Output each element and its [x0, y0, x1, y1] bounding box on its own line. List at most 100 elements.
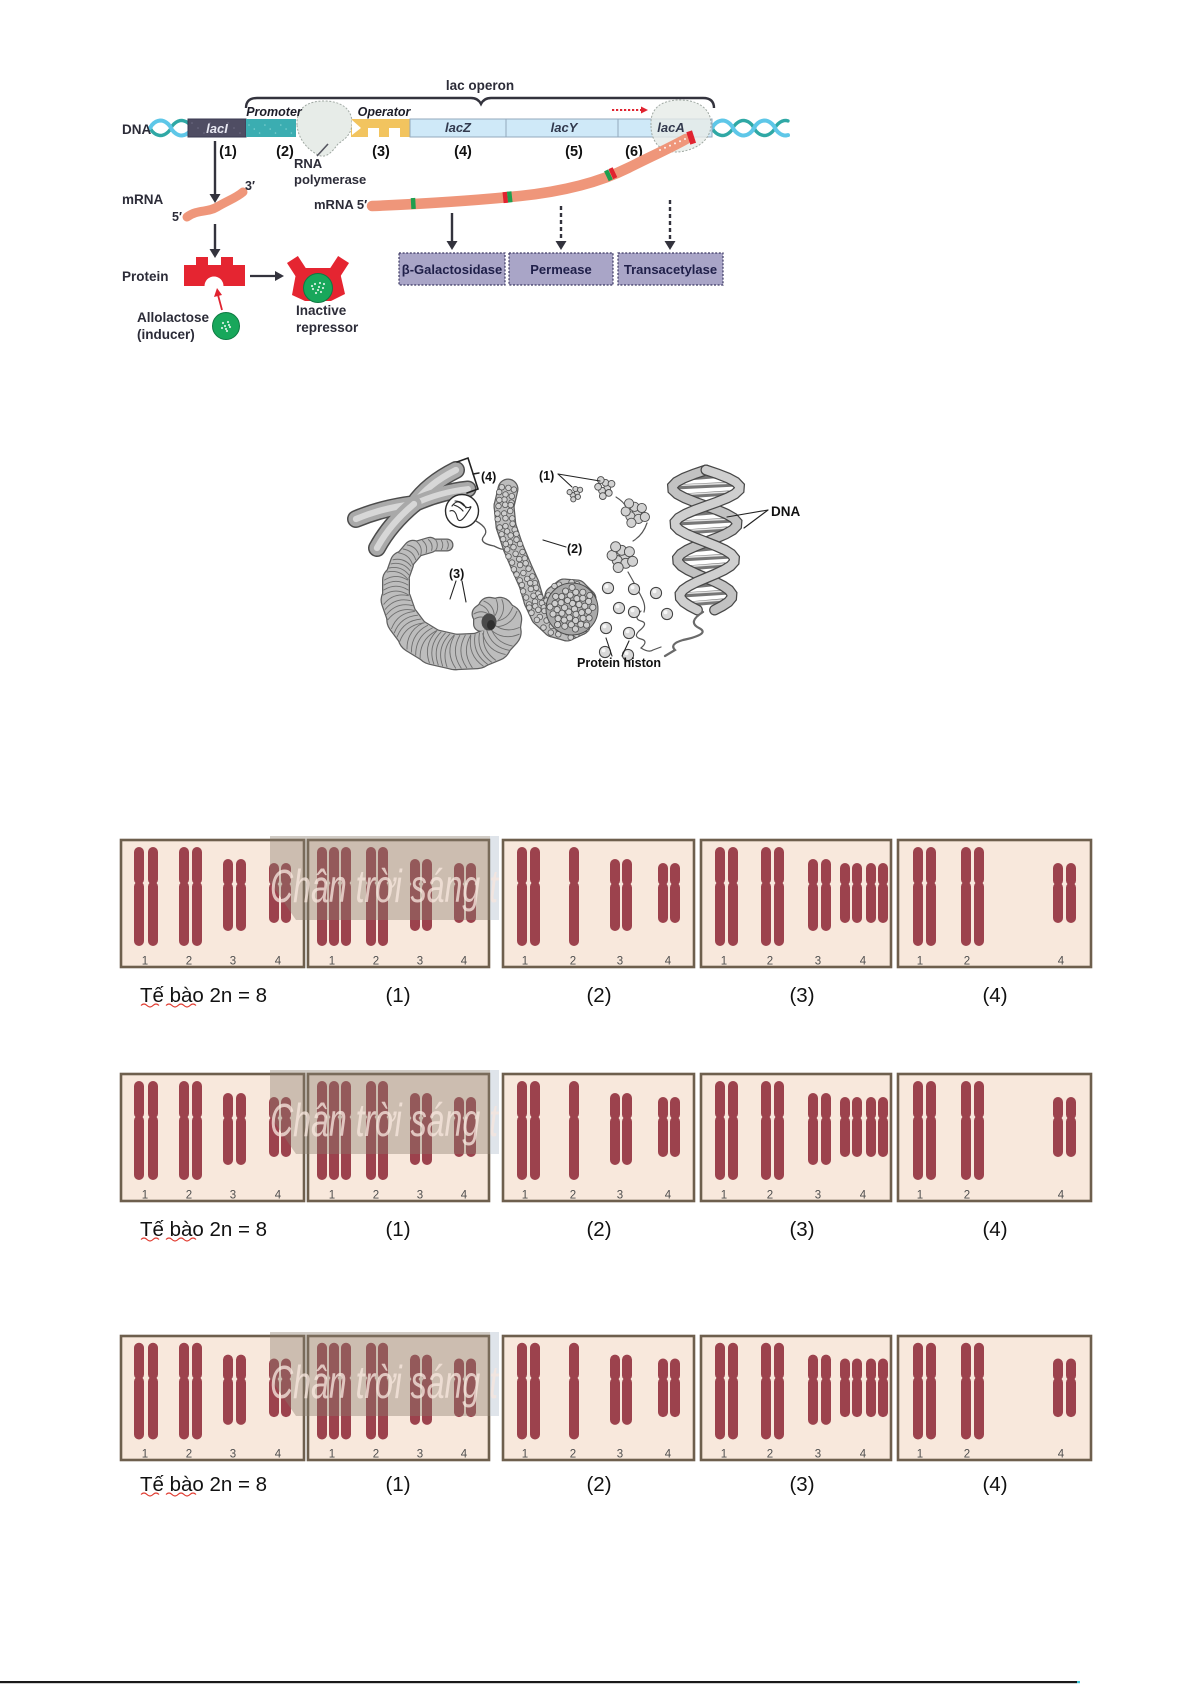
svg-text:3: 3 [815, 1449, 821, 1461]
svg-text:DNA: DNA [771, 504, 800, 519]
svg-text:(2): (2) [586, 1473, 611, 1496]
svg-text:4: 4 [860, 956, 867, 968]
svg-text:Permease: Permease [530, 262, 591, 277]
svg-text:3: 3 [417, 956, 423, 968]
svg-text:Inactive: Inactive [296, 303, 347, 318]
svg-text:(3): (3) [372, 144, 390, 160]
svg-text:(4): (4) [982, 984, 1007, 1007]
svg-text:(3): (3) [789, 1218, 814, 1241]
svg-text:repressor: repressor [296, 320, 359, 335]
svg-text:(4): (4) [982, 1218, 1007, 1241]
svg-text:2: 2 [767, 1190, 773, 1202]
svg-text:2: 2 [186, 1190, 192, 1202]
svg-text:5′: 5′ [172, 210, 182, 224]
svg-text:4: 4 [461, 1449, 468, 1461]
svg-text:3: 3 [417, 1449, 423, 1461]
svg-text:4: 4 [461, 1190, 468, 1202]
svg-text:4: 4 [860, 1449, 867, 1461]
svg-text:4: 4 [275, 1190, 282, 1202]
svg-text:Operator: Operator [358, 105, 412, 119]
svg-text:Protein histon: Protein histon [577, 656, 661, 670]
svg-text:Tế bào 2n = 8: Tế bào 2n = 8 [140, 984, 267, 1007]
svg-text:(1): (1) [385, 984, 410, 1007]
svg-text:Protein: Protein [122, 269, 169, 284]
svg-text:3: 3 [617, 956, 623, 968]
svg-text:1: 1 [917, 1190, 923, 1202]
svg-text:2: 2 [570, 1449, 576, 1461]
svg-text:(2): (2) [567, 542, 582, 556]
svg-text:1: 1 [142, 956, 148, 968]
svg-text:1: 1 [522, 1190, 528, 1202]
svg-text:lacI: lacI [206, 121, 228, 136]
svg-text:1: 1 [329, 1190, 335, 1202]
svg-text:(6): (6) [625, 144, 643, 160]
svg-text:4: 4 [275, 1449, 282, 1461]
svg-text:4: 4 [860, 1190, 867, 1202]
svg-text:1: 1 [721, 1449, 727, 1461]
svg-text:(1): (1) [385, 1218, 410, 1241]
svg-text:4: 4 [275, 956, 282, 968]
svg-text:(2): (2) [586, 1218, 611, 1241]
svg-text:2: 2 [186, 1449, 192, 1461]
svg-text:lacA: lacA [657, 120, 684, 135]
svg-text:2: 2 [570, 1190, 576, 1202]
svg-text:lacY: lacY [551, 120, 579, 135]
svg-text:3: 3 [617, 1449, 623, 1461]
svg-text:1: 1 [522, 1449, 528, 1461]
svg-text:mRNA: mRNA [122, 192, 164, 207]
svg-text:(5): (5) [565, 144, 583, 160]
svg-text:4: 4 [1058, 956, 1065, 968]
svg-text:2: 2 [373, 1449, 379, 1461]
svg-text:DNA: DNA [122, 122, 151, 137]
svg-text:4: 4 [665, 1449, 672, 1461]
svg-text:2: 2 [964, 956, 970, 968]
svg-text:2: 2 [373, 956, 379, 968]
svg-text:lacZ: lacZ [445, 120, 472, 135]
svg-text:3: 3 [230, 1449, 236, 1461]
svg-text:2: 2 [964, 1190, 970, 1202]
svg-text:1: 1 [721, 1190, 727, 1202]
svg-text:3: 3 [417, 1190, 423, 1202]
svg-text:Chân trời sáng t: Chân trời sáng t [270, 1356, 500, 1408]
svg-text:(4): (4) [481, 470, 496, 484]
svg-text:2: 2 [570, 956, 576, 968]
svg-text:(3): (3) [449, 567, 464, 581]
svg-text:2: 2 [964, 1449, 970, 1461]
svg-text:3: 3 [815, 956, 821, 968]
svg-text:4: 4 [461, 956, 468, 968]
svg-text:2: 2 [767, 956, 773, 968]
svg-text:(inducer): (inducer) [137, 327, 195, 342]
svg-text:3: 3 [617, 1190, 623, 1202]
svg-text:(1): (1) [539, 469, 554, 483]
svg-text:(1): (1) [385, 1473, 410, 1496]
svg-text:1: 1 [721, 956, 727, 968]
svg-text:3: 3 [815, 1190, 821, 1202]
svg-text:2: 2 [767, 1449, 773, 1461]
svg-text:(4): (4) [982, 1473, 1007, 1496]
svg-text:2: 2 [373, 1190, 379, 1202]
svg-text:Transacetylase: Transacetylase [624, 262, 717, 277]
svg-text:4: 4 [665, 956, 672, 968]
svg-text:3: 3 [230, 1190, 236, 1202]
svg-text:Tế bào 2n = 8: Tế bào 2n = 8 [140, 1218, 267, 1241]
svg-text:Promoter: Promoter [246, 105, 303, 119]
svg-text:1: 1 [142, 1190, 148, 1202]
svg-text:(2): (2) [276, 144, 294, 160]
svg-text:1: 1 [522, 956, 528, 968]
svg-text:Allolactose: Allolactose [137, 310, 210, 325]
svg-text:(3): (3) [789, 1473, 814, 1496]
svg-text:Tế bào 2n = 8: Tế bào 2n = 8 [140, 1473, 267, 1496]
svg-text:4: 4 [1058, 1449, 1065, 1461]
svg-text:(1): (1) [219, 144, 237, 160]
svg-text:3′: 3′ [245, 179, 255, 193]
svg-text:polymerase: polymerase [294, 172, 366, 187]
svg-text:Chân trời sáng t: Chân trời sáng t [270, 860, 500, 912]
svg-text:2: 2 [186, 956, 192, 968]
svg-text:Chân trời sáng t: Chân trời sáng t [270, 1094, 500, 1146]
svg-text:RNA: RNA [294, 156, 323, 171]
svg-text:1: 1 [329, 956, 335, 968]
svg-text:3: 3 [230, 956, 236, 968]
svg-text:(3): (3) [789, 984, 814, 1007]
svg-text:(4): (4) [454, 144, 472, 160]
svg-text:mRNA 5′: mRNA 5′ [314, 197, 367, 212]
